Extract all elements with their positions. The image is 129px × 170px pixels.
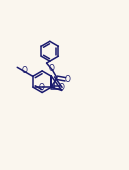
Text: O: O: [38, 83, 44, 92]
Text: O: O: [49, 64, 55, 73]
Text: N: N: [49, 82, 55, 91]
Text: O: O: [21, 66, 27, 75]
Text: O: O: [64, 75, 70, 84]
Text: O: O: [59, 83, 65, 92]
